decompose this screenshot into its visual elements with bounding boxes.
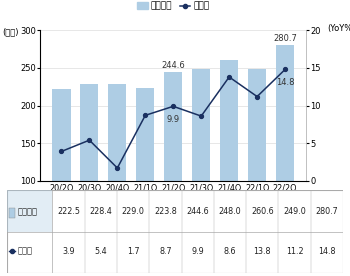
Text: 9.9: 9.9 (167, 115, 180, 124)
Text: 3.9: 3.9 (62, 247, 75, 256)
Text: 223.8: 223.8 (154, 208, 177, 216)
Text: 229.0: 229.0 (122, 208, 145, 216)
Text: 증감률: 증감률 (18, 247, 33, 256)
Text: 8.6: 8.6 (224, 247, 236, 256)
Bar (164, 72, 182, 256)
Bar (9, 208, 15, 218)
Bar (276, 45, 294, 256)
Bar (220, 60, 238, 256)
Legend: 승인금액, 증감률: 승인금액, 증감률 (137, 2, 209, 11)
Text: 280.7: 280.7 (273, 34, 297, 43)
Bar (108, 84, 126, 256)
Text: 228.4: 228.4 (90, 208, 112, 216)
Bar (136, 88, 154, 256)
Text: 280.7: 280.7 (315, 208, 338, 216)
Bar (248, 69, 266, 256)
Bar (192, 70, 210, 256)
Text: 244.6: 244.6 (186, 208, 209, 216)
Text: 승인금액: 승인금액 (18, 208, 38, 216)
Text: 13.8: 13.8 (253, 247, 271, 256)
Text: 222.5: 222.5 (57, 208, 80, 216)
Bar (7, 190, 52, 232)
Y-axis label: (YoY%): (YoY%) (328, 24, 350, 33)
Bar (80, 84, 98, 256)
Y-axis label: (조원): (조원) (2, 27, 19, 36)
Text: 14.8: 14.8 (276, 78, 294, 87)
Text: 260.6: 260.6 (251, 208, 274, 216)
Text: 1.7: 1.7 (127, 247, 139, 256)
Bar (52, 89, 70, 256)
Text: 11.2: 11.2 (286, 247, 303, 256)
Text: 14.8: 14.8 (318, 247, 336, 256)
Text: 249.0: 249.0 (283, 208, 306, 216)
Text: 244.6: 244.6 (161, 61, 185, 70)
Text: 9.9: 9.9 (191, 247, 204, 256)
Text: 248.0: 248.0 (219, 208, 241, 216)
Text: 8.7: 8.7 (159, 247, 172, 256)
Text: 5.4: 5.4 (94, 247, 107, 256)
